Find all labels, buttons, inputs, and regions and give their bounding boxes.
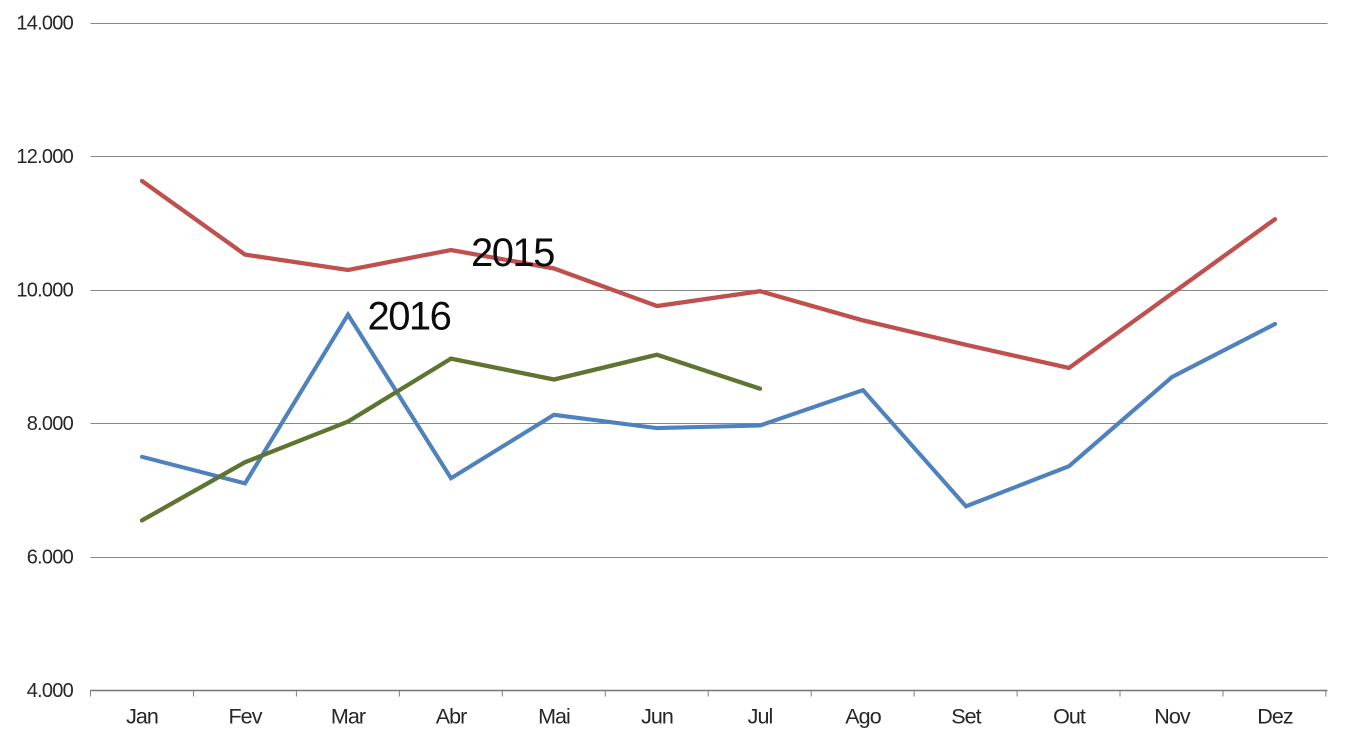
svg-text:8.000: 8.000 bbox=[27, 413, 74, 435]
svg-text:Nov: Nov bbox=[1154, 705, 1191, 729]
svg-text:Out: Out bbox=[1053, 705, 1086, 729]
svg-text:14.000: 14.000 bbox=[16, 13, 73, 35]
svg-text:Ago: Ago bbox=[845, 705, 881, 729]
svg-text:Mai: Mai bbox=[538, 705, 570, 729]
svg-text:Jan: Jan bbox=[126, 705, 158, 729]
svg-text:4.000: 4.000 bbox=[27, 680, 74, 702]
svg-text:Fev: Fev bbox=[229, 705, 263, 729]
svg-text:2016: 2016 bbox=[368, 295, 451, 339]
svg-text:2015: 2015 bbox=[471, 231, 554, 275]
svg-text:Set: Set bbox=[951, 705, 981, 729]
svg-text:Jun: Jun bbox=[641, 705, 673, 729]
svg-text:Jul: Jul bbox=[748, 705, 773, 729]
svg-text:6.000: 6.000 bbox=[27, 547, 74, 569]
svg-text:Mar: Mar bbox=[331, 705, 366, 729]
svg-text:12.000: 12.000 bbox=[16, 146, 73, 168]
svg-text:Dez: Dez bbox=[1257, 705, 1293, 729]
svg-text:Abr: Abr bbox=[436, 705, 467, 729]
svg-text:10.000: 10.000 bbox=[16, 280, 73, 302]
